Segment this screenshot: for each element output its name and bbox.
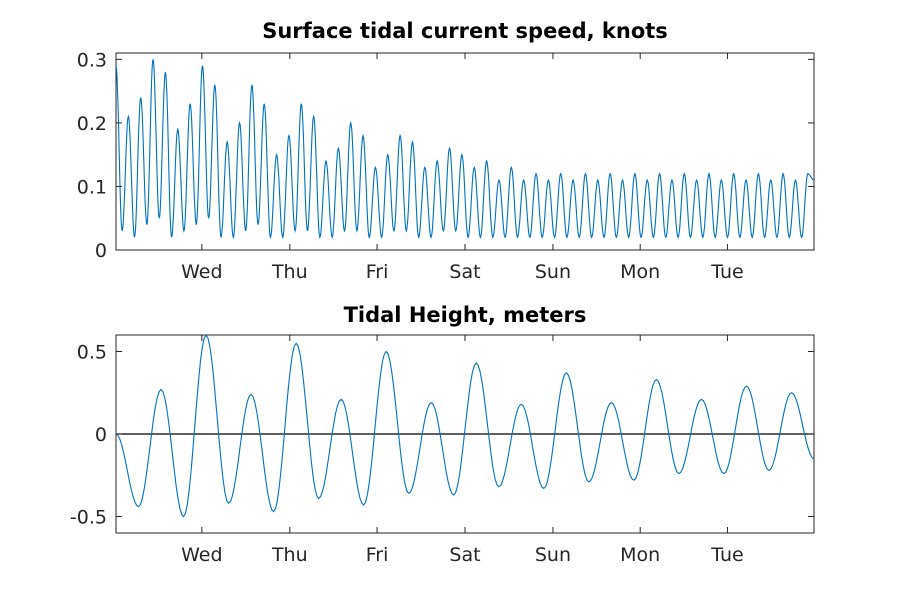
y-tick-label: 0.5 (77, 342, 107, 364)
chart-title: Surface tidal current speed, knots (262, 19, 668, 43)
x-tick-label: Fri (366, 261, 389, 283)
y-tick-label: -0.5 (70, 507, 107, 529)
y-axis: -0.5 0 0.5 (70, 342, 814, 529)
chart-tidal-height: Tidal Height, meters -0.5 0 0.5 Wed Thu Fri S… (70, 303, 815, 566)
x-tick-label: Thu (271, 544, 308, 566)
y-tick-label: 0 (95, 240, 107, 262)
x-tick-label: Sun (535, 261, 571, 283)
height-series-line (115, 333, 815, 518)
x-tick-label: Thu (271, 261, 308, 283)
x-tick-label: Tue (710, 544, 743, 566)
y-tick-label: 0.1 (77, 176, 107, 198)
y-tick-label: 0.2 (77, 113, 107, 135)
x-tick-label: Wed (181, 544, 222, 566)
x-tick-label: Mon (620, 261, 660, 283)
chart-title: Tidal Height, meters (344, 303, 587, 327)
x-tick-label: Fri (366, 544, 389, 566)
x-tick-label: Sat (449, 544, 480, 566)
y-tick-label: 0.3 (77, 49, 107, 71)
x-tick-label: Mon (620, 544, 660, 566)
x-axis: Wed Thu Fri Sat Sun Mon Tue (181, 335, 744, 566)
y-tick-label: 0 (95, 424, 107, 446)
y-axis: 0 0.1 0.2 0.3 (77, 49, 814, 262)
x-tick-label: Wed (181, 261, 222, 283)
x-axis: Wed Thu Fri Sat Sun Mon Tue (181, 53, 744, 283)
speed-series-line (115, 59, 815, 240)
plot-area (115, 52, 815, 251)
x-tick-label: Tue (710, 261, 743, 283)
chart-current-speed: Surface tidal current speed, knots 00.10… (77, 19, 815, 283)
x-tick-label: Sun (535, 544, 571, 566)
x-tick-label: Sat (449, 261, 480, 283)
